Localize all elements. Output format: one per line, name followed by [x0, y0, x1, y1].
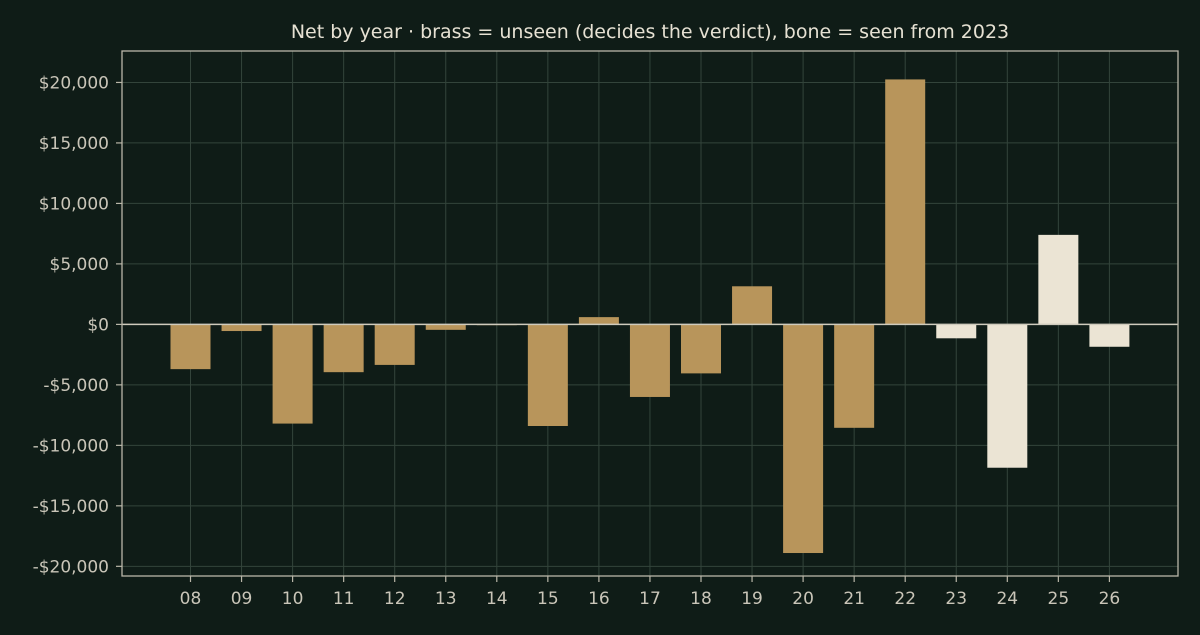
x-tick-label: 10: [282, 589, 304, 609]
y-tick-label: $20,000: [39, 73, 109, 93]
x-tick-label: 13: [435, 589, 457, 609]
x-tick-label: 12: [384, 589, 406, 609]
y-tick-label: $0: [87, 315, 109, 335]
bar-08: [170, 324, 211, 370]
bars: [170, 79, 1130, 554]
bar-10: [272, 324, 313, 424]
y-tick-label: $5,000: [50, 255, 109, 275]
bar-21: [834, 324, 875, 428]
x-tick-label: 15: [537, 589, 559, 609]
x-tick-label: 21: [843, 589, 865, 609]
x-tick-label: 16: [588, 589, 610, 609]
bar-13: [425, 324, 466, 330]
y-tick-label: -$10,000: [33, 436, 109, 456]
x-tick-label: 11: [333, 589, 355, 609]
bar-25: [1038, 234, 1079, 325]
y-tick-label: -$15,000: [33, 497, 109, 517]
x-tick-label: 22: [894, 589, 916, 609]
bar-17: [629, 324, 670, 397]
bar-16: [578, 317, 619, 325]
bar-18: [681, 324, 721, 374]
x-tick-label: 24: [996, 589, 1018, 609]
bar-19: [732, 286, 773, 325]
axes: [116, 50, 1179, 582]
x-tick-label: 26: [1099, 589, 1121, 609]
x-tick-label: 18: [690, 589, 712, 609]
bar-26: [1089, 324, 1130, 347]
bar-23: [936, 324, 977, 339]
x-tick-label: 20: [792, 589, 814, 609]
x-tick-label: 14: [486, 589, 508, 609]
grid: [122, 51, 1178, 576]
x-tick-label: 19: [741, 589, 763, 609]
y-tick-label: -$5,000: [43, 376, 109, 396]
bar-20: [783, 324, 824, 554]
bar-22: [885, 79, 926, 325]
x-tick-label: 25: [1048, 589, 1070, 609]
y-tick-labels: $20,000 $15,000 $10,000 $5,000 $0 -$5,000 -$10…: [33, 73, 109, 577]
x-tick-label: 17: [639, 589, 661, 609]
y-tick-label: -$20,000: [33, 557, 109, 577]
bar-12: [374, 324, 415, 365]
plot-frame: [121, 50, 1179, 577]
bar-15: [527, 324, 568, 426]
bar-11: [323, 324, 364, 373]
x-tick-label: 08: [180, 589, 202, 609]
chart-title: Net by year · brass = unseen (decides th…: [291, 21, 1009, 43]
bar-24: [987, 324, 1028, 468]
x-tick-labels: 08 09 10 11 12 13 14 15 16 17 18 19 20 21 22 23 24 25 26: [180, 589, 1121, 609]
x-tick-label: 23: [945, 589, 967, 609]
y-tick-label: $10,000: [39, 194, 109, 214]
x-tick-label: 09: [231, 589, 253, 609]
y-tick-label: $15,000: [39, 134, 109, 154]
bar-09: [221, 324, 262, 332]
